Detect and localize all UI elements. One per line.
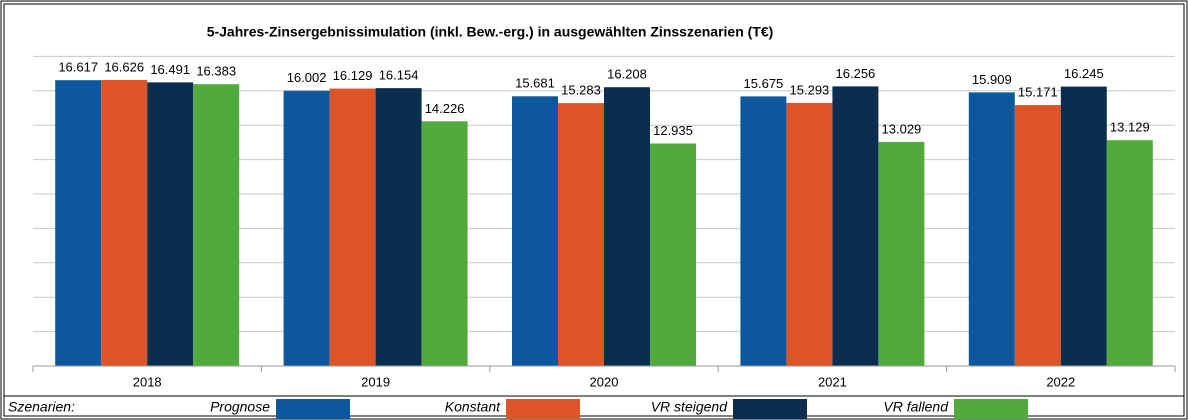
value-label: 16.154 <box>379 68 419 83</box>
bar <box>101 80 148 366</box>
value-label: 15.909 <box>972 72 1012 87</box>
value-label: 15.675 <box>744 76 784 91</box>
value-label: 16.491 <box>150 62 190 77</box>
bar <box>329 88 376 366</box>
chart-title: 5-Jahres-Zinsergebnissimulation (inkl. B… <box>207 24 774 40</box>
bar <box>512 96 558 366</box>
bar <box>832 86 879 367</box>
bar <box>1060 86 1107 366</box>
x-tick-label: 2022 <box>1046 374 1075 389</box>
bar <box>193 84 240 366</box>
value-label: 12.935 <box>653 123 693 138</box>
value-label: 16.383 <box>196 64 236 79</box>
bar <box>283 90 330 367</box>
bar <box>878 141 925 366</box>
bar <box>55 80 102 367</box>
legend-swatch <box>954 399 1028 419</box>
x-tick-label: 2020 <box>590 374 619 389</box>
value-label: 15.171 <box>1018 84 1058 99</box>
value-label: 16.626 <box>104 59 144 74</box>
legend-label: VR steigend <box>651 399 728 415</box>
x-tick-label: 2019 <box>361 374 390 389</box>
legend-swatch <box>276 399 350 419</box>
inner-border <box>3 3 1185 417</box>
bar <box>786 102 833 367</box>
value-label: 16.208 <box>607 67 647 82</box>
x-tick-label: 2018 <box>133 374 162 389</box>
bar <box>968 92 1015 366</box>
bar <box>1106 140 1153 366</box>
legend-label: VR fallend <box>883 399 949 415</box>
bar <box>650 143 696 366</box>
value-label: 16.002 <box>287 70 327 85</box>
value-label: 13.129 <box>1110 120 1150 135</box>
value-label: 16.129 <box>333 68 373 83</box>
value-label: 15.681 <box>515 76 555 91</box>
value-label: 14.226 <box>425 101 465 116</box>
bar <box>1014 105 1061 366</box>
bar <box>421 121 468 366</box>
legend-label: Konstant <box>445 399 501 415</box>
value-label: 16.245 <box>1064 66 1104 81</box>
bar <box>375 88 422 367</box>
legend-swatch <box>733 399 807 419</box>
bar <box>558 103 604 367</box>
legend-swatch <box>506 399 580 419</box>
value-label: 13.029 <box>882 121 922 136</box>
legend-title: Szenarien: <box>8 399 75 415</box>
x-tick-label: 2021 <box>818 374 847 389</box>
bar <box>604 87 650 366</box>
value-label: 15.293 <box>790 82 830 97</box>
value-label: 15.283 <box>561 83 601 98</box>
value-label: 16.256 <box>836 66 876 81</box>
bar <box>740 96 787 366</box>
legend-label: Prognose <box>210 399 270 415</box>
value-label: 16.617 <box>58 60 98 75</box>
bar <box>147 82 194 366</box>
